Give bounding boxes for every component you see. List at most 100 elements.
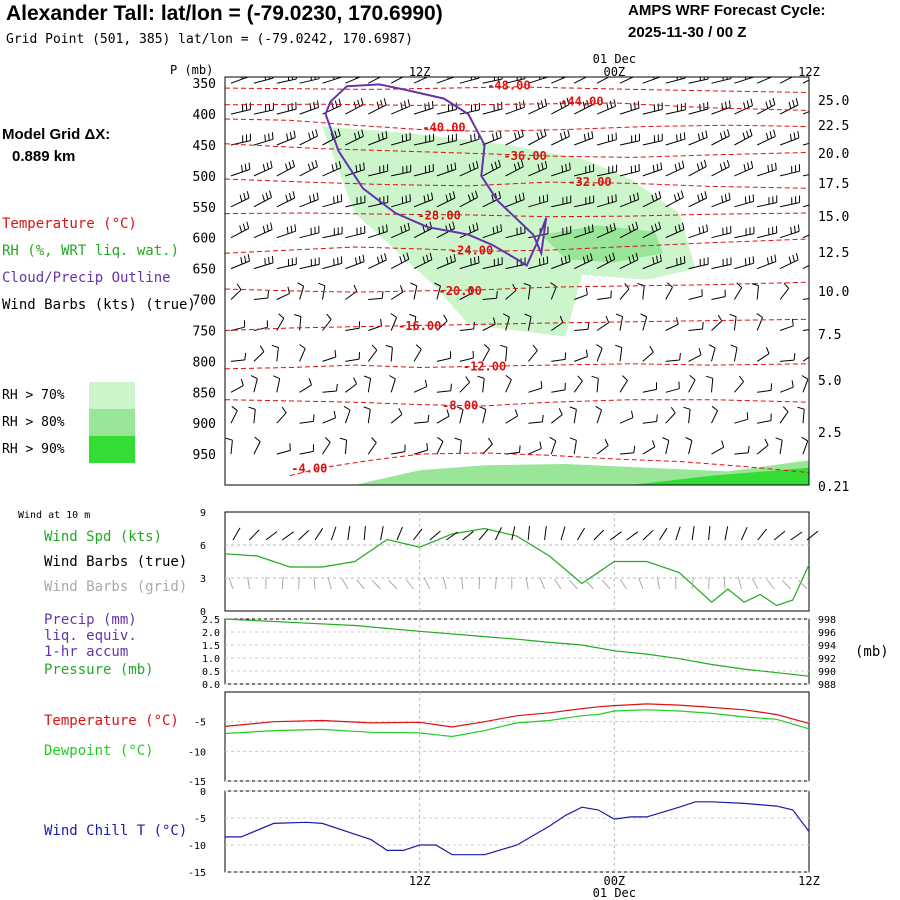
wind-barb [528, 344, 538, 362]
precip-frame [224, 618, 810, 685]
wind-barb [482, 317, 496, 331]
pressure-unit-label: (mb) [855, 644, 889, 660]
wind-barb [591, 375, 599, 393]
wind-barb [551, 225, 572, 239]
wind-barb [573, 375, 583, 393]
wind-barb [391, 164, 412, 177]
wind-barb [390, 407, 403, 424]
wind-barb [569, 406, 577, 424]
wind-barb [413, 101, 434, 115]
pressure-ytick: 996 [818, 628, 836, 639]
wind-barb-true [757, 528, 767, 541]
wind-barb [368, 164, 389, 177]
rh-region-1 [541, 225, 663, 263]
pressure-tick-label: 700 [193, 294, 216, 309]
wind-barb-grid [539, 577, 546, 590]
wind-barb [459, 286, 473, 300]
wind-barb-true [675, 526, 681, 541]
wind-barb [528, 441, 542, 455]
wind-barb [574, 349, 588, 362]
wind-barb [528, 414, 544, 424]
pressure-tick-label: 850 [193, 386, 216, 401]
height-tick-label: 12.5 [818, 246, 849, 261]
wind-barb [688, 77, 709, 84]
wind-barb [734, 412, 749, 424]
wind-barb [459, 376, 471, 393]
wind-barb-grid [461, 576, 464, 590]
wind-barb-grid [313, 576, 316, 590]
wind-barb [574, 322, 590, 331]
wind-barb [343, 405, 351, 424]
wind-barb [482, 291, 498, 300]
wind-barb [500, 344, 508, 362]
wind-barb-true [544, 526, 547, 541]
wind-barb [276, 313, 285, 331]
wind-barb [299, 378, 312, 393]
wind-barb [299, 77, 320, 84]
wind-barb [619, 445, 636, 455]
wind-barb [729, 313, 737, 331]
wind-barb-grid [656, 577, 660, 590]
wind-barb-grid [247, 577, 250, 590]
wind-barb [230, 77, 250, 84]
wind-barb [734, 77, 754, 84]
wind-barb [368, 224, 388, 239]
wind-barb [368, 98, 387, 115]
grid-point-subtitle: Grid Point (501, 385) lat/lon = (-79.024… [6, 32, 413, 47]
wind-barb [665, 352, 681, 362]
wind-barb [276, 224, 297, 239]
wind-barb-grid [405, 579, 414, 590]
wind-barb-true [265, 531, 278, 541]
wind-ytick: 6 [200, 541, 206, 552]
wind-barb [779, 131, 800, 146]
wind-barb-true [462, 530, 474, 541]
wind-barb [615, 313, 624, 331]
wind-barb-grid [423, 578, 431, 590]
wind-barb-grid [327, 577, 332, 590]
wind-barb [297, 282, 305, 300]
legend-pressure: Pressure (mb) [44, 662, 154, 678]
wind-barb-true [363, 526, 366, 541]
wind-barb [436, 221, 456, 239]
wind-barb [459, 160, 479, 177]
wind-barb [528, 381, 543, 393]
wind-barb [550, 282, 557, 300]
height-tick-label: 2.5 [818, 426, 841, 441]
wind-barb [802, 298, 809, 300]
wind-barb [482, 257, 503, 270]
wind-barb [619, 192, 640, 208]
wind-barb [619, 133, 640, 146]
wind-barb [248, 406, 256, 424]
wind-barb [779, 318, 794, 331]
wind-barb-grid [638, 577, 644, 590]
wind-barb [299, 444, 314, 455]
pressure-tick-label: 750 [193, 324, 216, 339]
wind-barb [711, 405, 719, 424]
wind-barb [596, 222, 616, 239]
wind-barb [642, 162, 663, 177]
sounding-frame [224, 76, 810, 486]
temperature-frame [224, 691, 810, 782]
temperature-contour-9 [225, 363, 809, 370]
legend-rh90-swatch [89, 436, 135, 463]
wind-barb [528, 226, 549, 239]
wind-barb [708, 344, 716, 362]
wind-barb [322, 349, 337, 362]
wind-barb [318, 282, 326, 300]
temperature-contour-0 [225, 86, 809, 93]
wind-barb [551, 162, 571, 177]
wind-barb [413, 344, 422, 362]
wind-barb [271, 344, 279, 362]
temperature-contour-6 [225, 238, 809, 254]
wind-barb [780, 353, 796, 362]
forecast-cycle-value: 2025-11-30 / 00 Z [628, 24, 747, 41]
wind-barb-grid [525, 577, 529, 590]
temperature-contour-label: -36.00 [503, 149, 546, 163]
wind-barb-true [413, 528, 423, 541]
temperature-line [224, 703, 810, 728]
precip-ytick: 1.5 [202, 641, 220, 652]
wind-barb [390, 252, 410, 270]
pressure-tick-label: 400 [193, 108, 216, 123]
legend-wind-speed: Wind Spd (kts) [44, 529, 163, 545]
wind-barb-true [527, 526, 530, 541]
